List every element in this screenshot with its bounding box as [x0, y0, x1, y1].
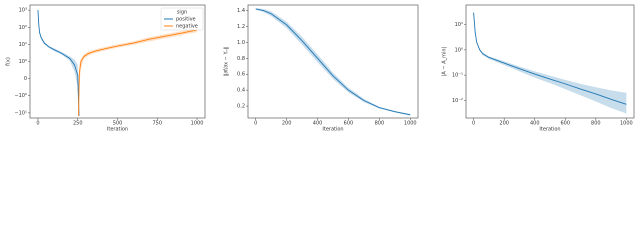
y-tick-label: 0.8	[237, 56, 245, 62]
x-tick-label: 1000	[620, 121, 633, 127]
y-tick-label: −10¹	[14, 110, 27, 116]
y-tick-label: 10³	[19, 8, 27, 14]
x-tick-label: 800	[375, 121, 385, 127]
x-tick-label: 0	[472, 121, 475, 127]
x-tick-label: 500	[113, 121, 123, 127]
y-tick-label: 10¹	[455, 22, 463, 28]
x-tick-label: 750	[152, 121, 162, 127]
x-tick-label: 600	[344, 121, 354, 127]
x-axis-label: Iteration	[322, 127, 343, 133]
figure: 0 250 500 750 1000 10³ 10² 10¹ 10⁰ 0 −10⁰ −10¹ Itera…	[6, 4, 635, 133]
x-tick-label: 800	[591, 121, 601, 127]
x-tick-label: 250	[73, 121, 83, 127]
y-tick-label: 1.0	[237, 40, 245, 46]
legend-title: sign	[177, 10, 187, 16]
y-tick-label: 10²	[19, 25, 27, 31]
line	[78, 29, 198, 116]
y-tick-label: 10⁻¹	[452, 73, 463, 79]
y-axis-label: ‖∂f/∂x − Yₙ‖	[224, 47, 230, 76]
y-tick-label: 0.6	[237, 72, 245, 78]
confidence-band	[78, 27, 198, 118]
legend-label: positive	[176, 17, 196, 23]
y-tick-label: −10⁰	[14, 93, 27, 99]
x-tick-label: 600	[560, 121, 570, 127]
confidence-band	[473, 11, 627, 114]
x-tick-label: 200	[499, 121, 509, 127]
x-axis-label: Iteration	[107, 127, 128, 133]
x-tick-label: 0	[36, 121, 39, 127]
y-tick-label: 10¹	[19, 42, 27, 48]
y-tick-label: 1.4	[237, 8, 245, 14]
y-tick-label: 10⁻²	[452, 98, 463, 104]
confidence-band	[255, 8, 411, 116]
x-tick-label: 1000	[191, 121, 204, 127]
line	[473, 12, 627, 105]
y-axis-label: f(x)	[6, 57, 12, 66]
x-tick-label: 0	[254, 121, 257, 127]
y-axis-label: |A − A_min|	[442, 46, 448, 76]
y-tick-label: 0.2	[237, 104, 245, 110]
axes-frame	[465, 4, 635, 119]
y-tick-label: 10⁰	[19, 59, 27, 65]
line	[255, 8, 411, 116]
legend-label: negative	[176, 24, 198, 30]
x-axis-label: Iteration	[539, 127, 560, 133]
x-tick-label: 200	[282, 121, 292, 127]
legend-box	[160, 7, 204, 31]
y-tick-label: 0.4	[237, 88, 245, 94]
y-tick-label: 1.2	[237, 24, 245, 30]
x-tick-label: 400	[530, 121, 540, 127]
x-tick-label: 1000	[404, 121, 417, 127]
x-tick-label: 400	[313, 121, 323, 127]
line	[37, 10, 80, 116]
y-tick-label: 10⁰	[455, 47, 463, 53]
y-tick-label: 0	[24, 76, 27, 82]
axes-frame	[247, 4, 419, 119]
